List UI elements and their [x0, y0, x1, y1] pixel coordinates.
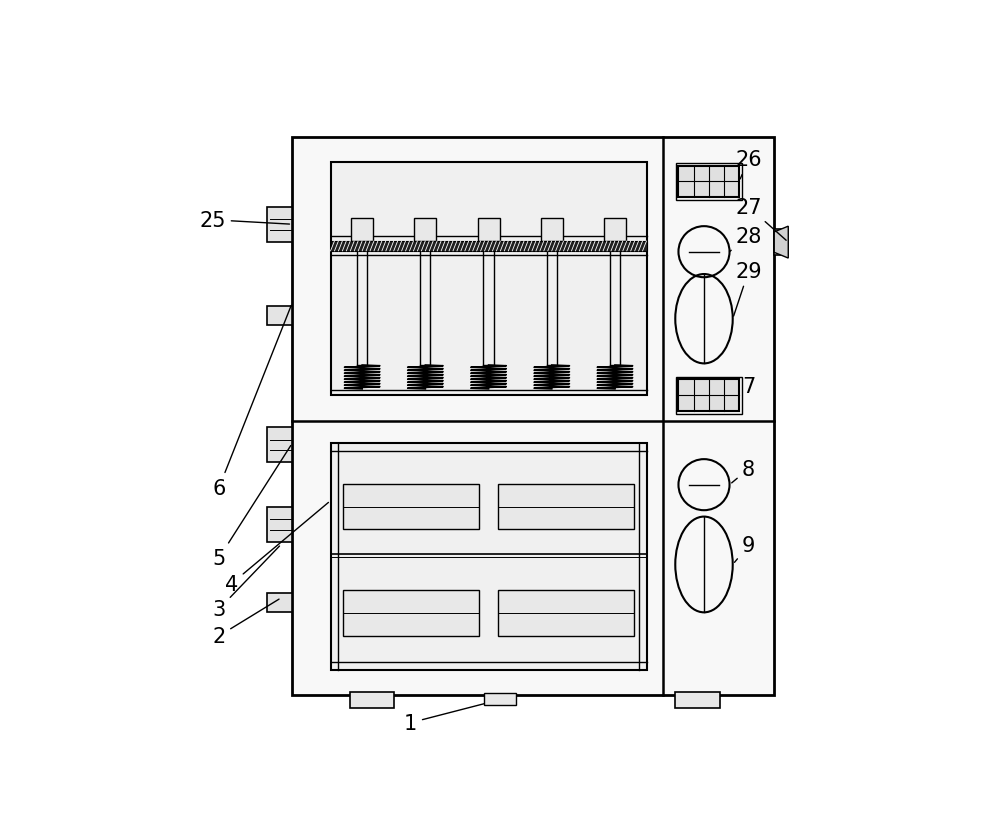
Bar	[267, 306, 292, 325]
Bar	[267, 208, 292, 243]
Bar	[350, 692, 394, 708]
Text: 5: 5	[212, 446, 291, 568]
Bar	[414, 219, 436, 242]
Text: 3: 3	[212, 546, 280, 619]
Bar	[292, 137, 774, 696]
Bar	[331, 444, 647, 670]
Bar	[678, 380, 739, 412]
Text: 2: 2	[212, 599, 279, 646]
Bar	[604, 219, 626, 242]
Bar	[774, 230, 788, 256]
Bar	[343, 590, 479, 636]
Text: 4: 4	[225, 503, 328, 594]
Text: 1: 1	[404, 704, 484, 733]
Text: 28: 28	[730, 226, 762, 253]
Bar	[331, 242, 647, 252]
Bar	[343, 484, 479, 530]
Bar	[267, 428, 292, 463]
Text: 6: 6	[212, 306, 291, 498]
Bar	[478, 219, 500, 242]
Text: 7: 7	[739, 376, 755, 397]
Bar	[351, 219, 373, 242]
Bar	[678, 166, 739, 198]
Bar	[541, 219, 563, 242]
Bar	[484, 694, 516, 705]
Bar	[267, 594, 292, 613]
Bar	[498, 590, 634, 636]
Text: 29: 29	[734, 262, 762, 316]
Text: 8: 8	[732, 460, 755, 484]
Bar	[676, 378, 742, 414]
Text: 25: 25	[199, 210, 290, 230]
Bar	[267, 508, 292, 542]
Bar	[675, 692, 720, 708]
Text: 26: 26	[735, 150, 762, 180]
Bar	[331, 163, 647, 396]
Text: 27: 27	[735, 198, 786, 241]
Text: 9: 9	[735, 536, 755, 563]
Polygon shape	[774, 227, 788, 259]
Bar	[498, 484, 634, 530]
Bar	[676, 164, 742, 200]
